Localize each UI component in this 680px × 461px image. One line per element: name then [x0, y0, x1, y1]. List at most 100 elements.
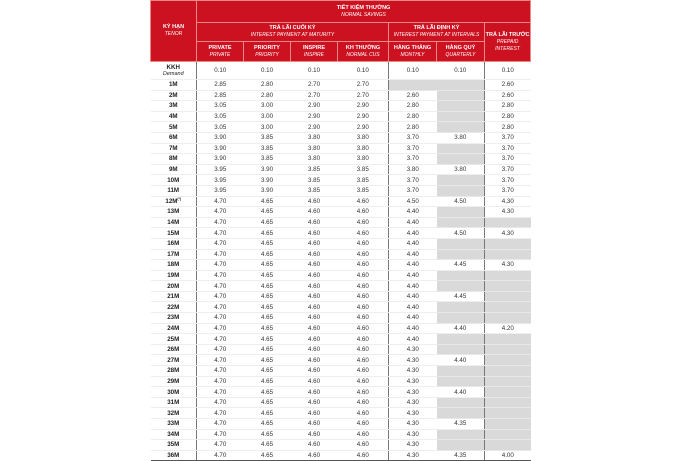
rate-cell: 4.65: [243, 217, 291, 229]
tenor-cell: 16M: [150, 238, 197, 250]
rate-cell: 3.80: [436, 132, 485, 144]
table-row: 8M 3.90 3.85 3.80 3.80 3.70 3.70: [150, 153, 531, 165]
rate-cell: 4.40: [388, 301, 437, 314]
tenor-label: 18M: [167, 261, 180, 269]
rate-cell: 4.35: [436, 450, 485, 461]
rate-cell: 4.60: [290, 418, 338, 430]
rate-cell: 4.70: [196, 270, 244, 282]
rate-cell: 4.60: [337, 365, 389, 377]
rate-cell: 2.60: [483, 79, 531, 91]
tenor-cell: 15M: [150, 227, 197, 239]
table-row: 35M 4.70 4.65 4.60 4.60 4.30: [150, 439, 531, 451]
table-row: 3M 3.05 3.00 2.90 2.90 2.80 2.80: [150, 100, 531, 112]
rate-cell: 4.30: [388, 354, 437, 367]
rate-cell: 3.70: [388, 153, 437, 165]
rate-cell: 4.70: [196, 312, 244, 324]
rate-cell: 4.50: [436, 196, 485, 208]
rate-cell: 4.65: [243, 333, 291, 345]
rate-cell: 4.60: [290, 227, 338, 239]
table-row: 13M 4.70 4.65 4.60 4.60 4.40 4.30: [150, 206, 531, 218]
table-row: 10M 3.95 3.90 3.85 3.85 3.70 3.70: [150, 174, 531, 186]
column-header: INSPIRE INSPIRE: [290, 41, 338, 62]
rate-cell: 4.65: [243, 376, 291, 388]
rate-cell: 2.90: [337, 111, 389, 123]
tenor-label: 2M: [168, 91, 178, 99]
rate-cell: 2.70: [290, 90, 338, 102]
rate-cell: 3.05: [196, 111, 244, 123]
tenor-cell: 24M: [150, 323, 197, 335]
rate-cell: 0.10: [243, 61, 291, 80]
rate-cell: 4.70: [196, 365, 244, 377]
column-header: HÀNG THÁNG MONTHLY: [388, 41, 437, 62]
table-row: 31M 4.70 4.65 4.60 4.60 4.30: [150, 397, 531, 409]
tenor-cell: 8M: [150, 153, 197, 165]
rate-cell: 4.60: [290, 344, 338, 356]
rate-cell: 4.60: [290, 280, 338, 292]
rate-cell: 4.40: [388, 206, 437, 218]
tenor-cell: 21M: [150, 291, 197, 303]
rate-cell: 4.65: [243, 259, 291, 271]
rate-cell: 4.70: [196, 280, 244, 292]
rate-cell: 2.90: [290, 100, 338, 112]
table-row: 23M 4.70 4.65 4.60 4.60 4.40: [150, 312, 531, 324]
tenor-label: 8M: [168, 155, 178, 163]
rate-cell: 4.60: [337, 227, 389, 239]
rate-cell: [436, 365, 485, 377]
rate-cell: [483, 397, 531, 409]
tenor-cell: 34M: [150, 429, 197, 441]
table-row: 5M 3.05 3.00 2.90 2.90 2.80 2.80: [150, 121, 531, 133]
tenor-cell: 5M: [150, 121, 197, 133]
rate-cell: 4.45: [436, 259, 485, 271]
rate-cell: 4.70: [196, 344, 244, 356]
tenor-label: 4M: [168, 113, 178, 121]
rate-cell: 4.60: [337, 397, 389, 409]
rate-cell: [436, 439, 485, 451]
tenor-cell: 18M: [150, 259, 197, 271]
rate-cell: 4.40: [388, 227, 437, 239]
rate-cell: [483, 217, 531, 229]
rate-cell: 3.80: [337, 153, 389, 165]
rate-cell: 4.70: [196, 376, 244, 388]
rate-cell: 3.85: [290, 174, 338, 186]
table-row: 32M 4.70 4.65 4.60 4.60 4.30: [150, 407, 531, 419]
rate-cell: 4.65: [243, 429, 291, 441]
table-row: 19M 4.70 4.65 4.60 4.60 4.40: [150, 270, 531, 282]
rate-cell: 3.85: [290, 164, 338, 176]
rate-cell: 4.60: [290, 386, 338, 398]
rate-cell: [436, 301, 485, 314]
rate-cell: 4.40: [388, 270, 437, 282]
rate-cell: 4.40: [388, 238, 437, 250]
table-row: 20M 4.70 4.65 4.60 4.60 4.40: [150, 280, 531, 292]
rate-cell: [436, 79, 485, 91]
tenor-label: 22M: [167, 303, 180, 311]
tenor-label: KKH: [166, 64, 180, 71]
rate-cell: 3.95: [196, 185, 244, 197]
tenor-label: 1M: [168, 81, 178, 89]
rate-cell: 4.40: [388, 323, 437, 335]
rate-cell: 4.70: [196, 429, 244, 441]
rate-cell: 4.50: [436, 227, 485, 239]
rate-cell: 3.70: [483, 132, 531, 144]
rate-cell: 4.65: [243, 450, 291, 461]
rate-cell: 4.65: [243, 312, 291, 324]
rate-cell: 4.60: [290, 301, 338, 314]
rate-cell: 4.60: [337, 238, 389, 250]
rate-cell: 2.80: [483, 121, 531, 133]
column-header-en: QUARTERLY: [445, 51, 476, 58]
rate-cell: 4.70: [196, 249, 244, 261]
rate-cell: 4.40: [436, 323, 485, 335]
rate-cell: 4.60: [337, 439, 389, 451]
rate-cell: 4.40: [388, 312, 437, 324]
column-header-vi: PRIORITY: [254, 44, 280, 51]
tenor-cell: 2M: [150, 90, 197, 102]
rate-cell: 3.80: [290, 153, 338, 165]
column-header: KH THƯỜNG NORMAL CUS: [337, 41, 389, 62]
rate-cell: [483, 238, 531, 250]
rate-cell: 4.60: [337, 323, 389, 335]
rate-cell: 4.60: [290, 196, 338, 208]
rate-cell: [436, 407, 485, 419]
tenor-label: 11M: [167, 187, 180, 195]
rate-cell: 3.70: [388, 174, 437, 186]
tenor-label: 30M: [167, 388, 180, 396]
tenor-cell: 12M(*): [150, 196, 197, 208]
